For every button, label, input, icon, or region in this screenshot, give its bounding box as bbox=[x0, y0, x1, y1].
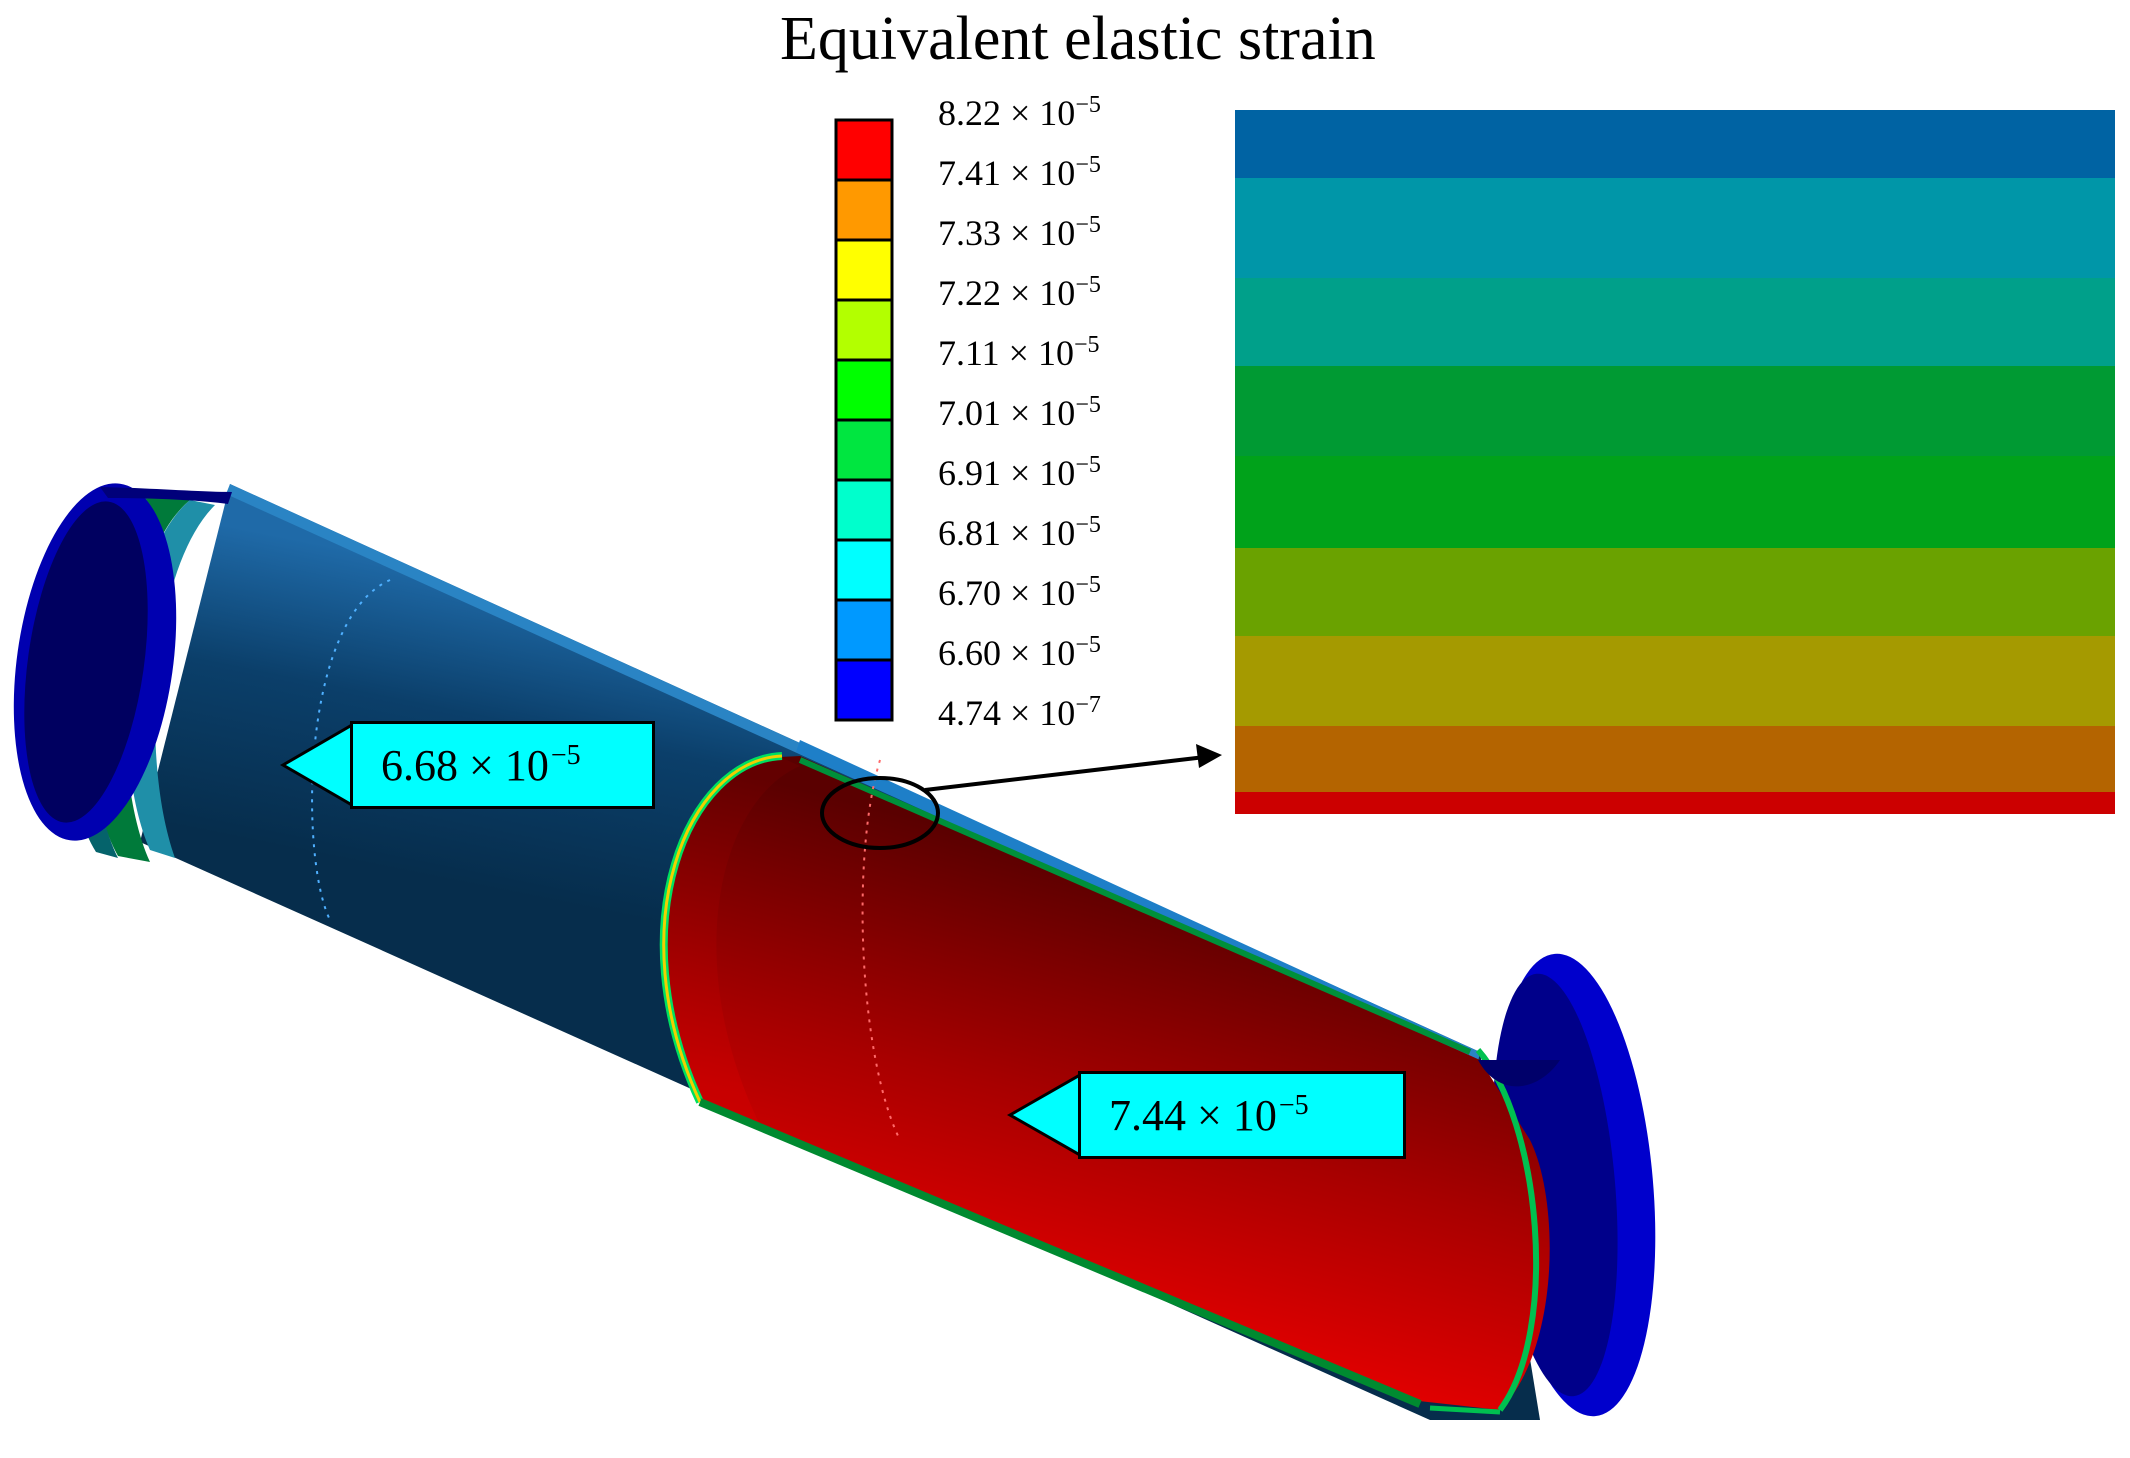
legend-band bbox=[834, 178, 894, 242]
inset-band bbox=[1235, 548, 2115, 636]
inset-band bbox=[1235, 278, 2115, 366]
inset-band bbox=[1235, 110, 2115, 178]
legend-tick-label: 7.01 × 10−5 bbox=[938, 392, 1101, 433]
figure-title: Equivalent elastic strain bbox=[780, 5, 1376, 73]
outer-callout-value: 6.68 × 10−5 bbox=[381, 739, 581, 790]
legend-tick-label: 6.70 × 10−5 bbox=[938, 572, 1101, 613]
legend-band bbox=[834, 118, 894, 182]
zoom-arrow bbox=[924, 755, 1206, 792]
legend-tick-label: 6.91 × 10−5 bbox=[938, 452, 1101, 493]
legend-tick-label: 7.33 × 10−5 bbox=[938, 212, 1101, 253]
legend-tick-label: 8.22 × 10−5 bbox=[938, 92, 1101, 133]
legend-band bbox=[834, 538, 894, 602]
legend-tick-label: 7.11 × 10−5 bbox=[938, 332, 1100, 373]
legend-tick-label: 6.60 × 10−5 bbox=[938, 632, 1101, 673]
legend-tick-label: 4.74 × 10−7 bbox=[938, 692, 1101, 733]
inset-band bbox=[1235, 726, 2115, 792]
legend-band bbox=[834, 478, 894, 542]
legend-band bbox=[834, 598, 894, 662]
legend-band bbox=[834, 238, 894, 302]
legend-band bbox=[834, 658, 894, 722]
legend-band bbox=[834, 418, 894, 482]
legend-colorbar bbox=[834, 118, 894, 722]
legend-tick-label: 7.41 × 10−5 bbox=[938, 152, 1101, 193]
legend-tick-label: 7.22 × 10−5 bbox=[938, 272, 1101, 313]
inset-band bbox=[1235, 366, 2115, 456]
inner-strain-callout: 7.44 × 10−5 bbox=[1078, 1071, 1406, 1159]
inset-band bbox=[1235, 792, 2115, 814]
inner-callout-value: 7.44 × 10−5 bbox=[1109, 1089, 1309, 1140]
legend-tick-label: 6.81 × 10−5 bbox=[938, 512, 1101, 553]
zoom-inset bbox=[1235, 110, 2115, 814]
legend-band bbox=[834, 358, 894, 422]
inset-band bbox=[1235, 636, 2115, 726]
outer-strain-callout: 6.68 × 10−5 bbox=[350, 721, 655, 809]
inset-band bbox=[1235, 456, 2115, 548]
legend-band bbox=[834, 298, 894, 362]
inset-band bbox=[1235, 178, 2115, 278]
zoom-region-marker bbox=[820, 776, 940, 850]
